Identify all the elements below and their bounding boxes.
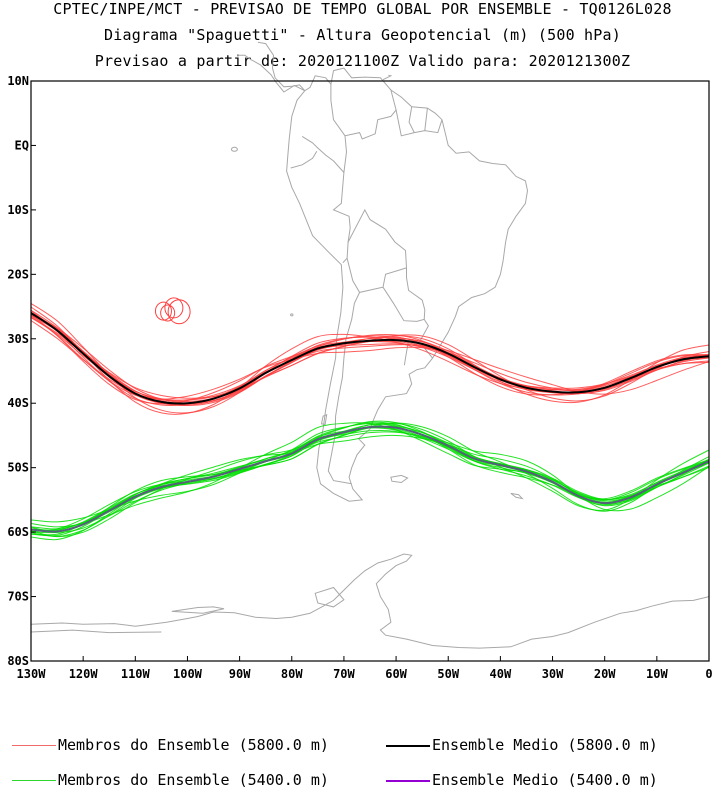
legend-label-mean-5400: Ensemble Medio (5400.0 m) [432, 771, 658, 789]
central-america-coast [237, 54, 306, 93]
y-tick-label: 50S [7, 461, 29, 475]
x-tick-label: 100W [173, 667, 203, 681]
x-tick-label: 30W [542, 667, 564, 681]
thurston-island-coast [171, 606, 225, 614]
central-america-caribbean-coast [257, 41, 306, 92]
legend-swatch-members-5800 [12, 745, 56, 746]
y-tick-label: 40S [7, 396, 29, 410]
country-border-8 [408, 106, 415, 133]
y-tick-label: 60S [7, 525, 29, 539]
x-tick-label: 130W [17, 667, 47, 681]
country-border-2 [332, 172, 351, 264]
closed-contour-member [154, 301, 172, 321]
country-border-3 [346, 208, 408, 293]
ensemble-member-line [30, 314, 710, 404]
legend-swatch-mean-5400 [386, 780, 430, 782]
y-tick-label: 20S [7, 267, 29, 281]
country-border-0 [301, 135, 345, 173]
galapagos-islands [230, 146, 238, 152]
x-tick-label: 80W [281, 667, 303, 681]
x-tick-label: 120W [69, 667, 99, 681]
axes: 130W 120W 110W 100W 90W 80W 70W 60W 50W 40W 30W 20W… [7, 74, 712, 681]
y-tick-label: 10S [7, 203, 29, 217]
x-tick-label: 10W [646, 667, 668, 681]
y-tick-label: 80S [7, 654, 29, 668]
legend-item-mean-5400: Ensemble Medio (5400.0 m) [384, 771, 719, 791]
ensemble-member-line [30, 429, 710, 538]
y-tick-label: 70S [7, 590, 29, 604]
x-tick-label: 20W [594, 667, 616, 681]
y-tick-label: 30S [7, 332, 29, 346]
legend-item-mean-5800: Ensemble Medio (5800.0 m) [384, 736, 719, 756]
x-tick-label: 0 [705, 667, 712, 681]
figure-title-line-3: Previsao a partir de: 2020121100Z Valido… [94, 52, 631, 70]
x-tick-label: 50W [437, 667, 459, 681]
country-border-5 [343, 89, 397, 173]
ensemble-member-line [30, 422, 710, 533]
closed-contour-member [164, 297, 184, 319]
legend-label-mean-5800: Ensemble Medio (5800.0 m) [432, 736, 658, 754]
closed-contour-member [167, 299, 191, 325]
plot-frame [30, 80, 710, 662]
ensemble-members-layer [30, 297, 710, 541]
falkland-islands-coast [390, 474, 409, 484]
x-tick-label: 60W [385, 667, 407, 681]
ensemble-member-line [30, 313, 710, 405]
desventuradas-island [290, 313, 294, 317]
x-tick-label: 40W [490, 667, 512, 681]
south-georgia-coast [510, 492, 524, 500]
chiloe-coast [320, 414, 328, 426]
figure-title-line-2: Diagrama "Spaguetti" - Altura Geopotenci… [104, 26, 621, 44]
legend-swatch-members-5400 [12, 780, 56, 781]
country-border-6 [330, 84, 346, 137]
ensemble-mean-line-5800 [30, 312, 710, 405]
ensemble-mean-line-5400 [30, 425, 710, 533]
legend-label-members-5800: Membros do Ensemble (5800.0 m) [58, 736, 329, 754]
country-border-9 [424, 108, 428, 131]
closed-contour-member [160, 304, 176, 322]
legend-item-members-5400: Membros do Ensemble (5400.0 m) [10, 771, 370, 791]
figure-title-line-1: CPTEC/INPE/MCT - PREVISAO DE TEMPO GLOBA… [53, 0, 672, 18]
y-tick-label: EQ [15, 138, 29, 152]
legend-swatch-mean-5800 [386, 745, 430, 747]
trinidad-coast [382, 74, 393, 81]
y-tick-label: 10N [7, 74, 29, 88]
country-border-4 [382, 267, 426, 322]
ensemble-mean-layer [30, 312, 710, 533]
country-border-1 [290, 150, 318, 169]
plot-area [31, 81, 709, 661]
x-tick-label: 110W [121, 667, 151, 681]
x-tick-label: 70W [333, 667, 355, 681]
legend-item-members-5800: Membros do Ensemble (5800.0 m) [10, 736, 370, 756]
antarctica-inner-coast [30, 629, 162, 634]
alexander-island-coast [314, 586, 345, 608]
legend-label-members-5400: Membros do Ensemble (5400.0 m) [58, 771, 329, 789]
country-border-10 [327, 292, 361, 485]
antarctica-coast [30, 553, 710, 649]
country-border-7 [395, 109, 443, 137]
base-map [30, 41, 710, 649]
x-tick-label: 90W [229, 667, 251, 681]
